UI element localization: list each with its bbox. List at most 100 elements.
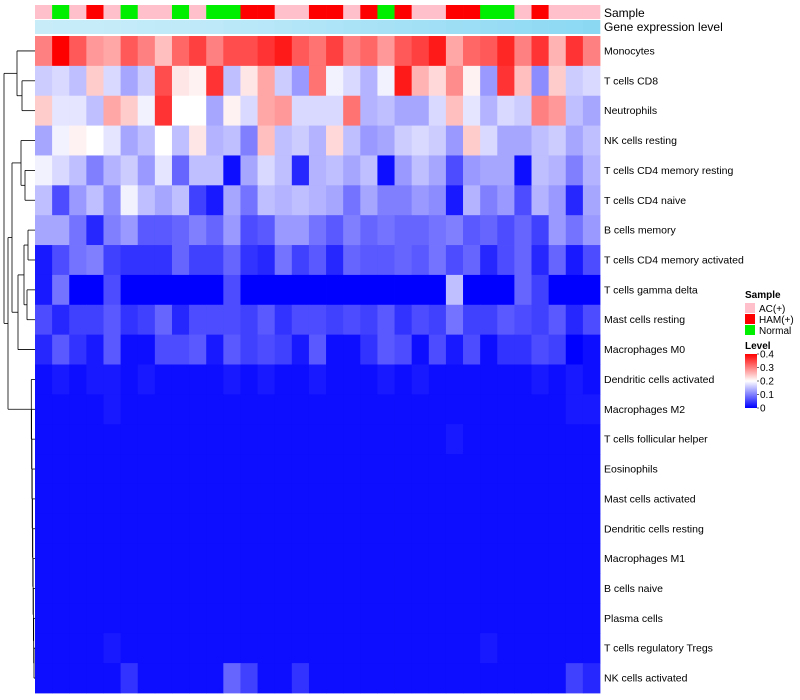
heatmap-cell (360, 543, 378, 574)
heatmap-cell (69, 245, 87, 276)
heatmap-cell (120, 274, 139, 306)
heatmap-cell (35, 603, 53, 634)
heatmap-cell (480, 633, 498, 664)
heatmap-cell (531, 274, 550, 306)
heatmap-cell (120, 95, 139, 126)
heatmap-cell (480, 274, 498, 306)
heatmap-cell (497, 663, 515, 694)
heatmap-cell (343, 394, 361, 425)
heatmap-cell (52, 663, 70, 694)
gene-expression-cell (103, 20, 121, 34)
heatmap-cell (257, 155, 276, 186)
heatmap-cell (445, 424, 464, 455)
heatmap-cell (223, 65, 241, 97)
heatmap-cell (291, 155, 310, 186)
heatmap-cell (137, 155, 156, 186)
heatmap-cell (326, 663, 344, 694)
heatmap-cell (343, 364, 361, 395)
heatmap-cell (120, 155, 139, 186)
heatmap-cell (154, 95, 173, 126)
row-label: T cells follicular helper (604, 434, 708, 446)
heatmap-cell (223, 185, 241, 216)
sample-legend-label: HAM(+) (759, 315, 794, 326)
heatmap-cell (582, 274, 601, 306)
gene-expression-cell (137, 20, 156, 34)
heatmap-cell (548, 274, 567, 306)
heatmap-cell (463, 663, 481, 694)
heatmap-cell (548, 424, 567, 455)
heatmap-cell (394, 394, 413, 425)
heatmap-cell (240, 245, 258, 276)
heatmap-cell (35, 245, 53, 276)
heatmap-cell (497, 394, 515, 425)
heatmap-cell (291, 573, 310, 604)
sample-annotation-cell (463, 5, 481, 19)
heatmap-cell (582, 95, 601, 126)
heatmap-cell (480, 364, 498, 395)
heatmap-cell (308, 274, 327, 306)
sample-annotation-cell (137, 5, 156, 19)
heatmap-cell (343, 274, 361, 306)
heatmap-cell (86, 185, 104, 216)
heatmap-cell (428, 95, 447, 126)
heatmap-cell (531, 364, 550, 395)
heatmap-cell (497, 513, 515, 545)
heatmap-cell (428, 125, 447, 156)
heatmap-cell (171, 65, 190, 97)
row-label: Mast cells activated (604, 493, 696, 505)
heatmap-cell (428, 364, 447, 395)
gene-expression-cell (531, 20, 549, 34)
heatmap-cell (565, 185, 584, 216)
heatmap-cell (206, 663, 224, 694)
heatmap-cell (531, 603, 550, 634)
heatmap-cell (480, 36, 498, 67)
heatmap-cell (445, 543, 464, 574)
heatmap-cell (257, 274, 276, 306)
heatmap-cell (463, 513, 481, 545)
gene-expression-cell (223, 20, 241, 34)
heatmap-cell (565, 394, 584, 425)
row-label: T cells CD4 memory activated (604, 254, 744, 266)
heatmap-cell (582, 364, 601, 395)
heatmap-cell (497, 603, 515, 634)
heatmap-cell (360, 95, 378, 126)
sample-legend-swatch (745, 314, 755, 324)
heatmap-cell (514, 155, 532, 186)
heatmap-cell (428, 65, 447, 97)
heatmap-cell (86, 304, 104, 336)
heatmap-cell (428, 334, 447, 365)
heatmap-cell (35, 513, 53, 545)
gene-expression-cell (360, 20, 378, 34)
heatmap-cell (326, 394, 344, 425)
heatmap-cell (582, 334, 601, 365)
heatmap-cell (120, 483, 139, 515)
sample-annotation-cell (240, 5, 258, 19)
heatmap-cell (565, 334, 584, 365)
heatmap-cell (428, 36, 447, 67)
heatmap-cell (582, 65, 601, 97)
heatmap-cell (445, 603, 464, 634)
heatmap-cell (206, 185, 224, 216)
heatmap-cell (480, 245, 498, 276)
heatmap-cell (308, 36, 327, 67)
heatmap-cell (548, 513, 567, 545)
heatmap-cell (582, 633, 601, 664)
gene-expression-cell (171, 20, 190, 34)
heatmap-cell (154, 245, 173, 276)
sample-annotation-cell (326, 5, 344, 19)
heatmap-cell (463, 454, 481, 485)
heatmap-cell (189, 663, 207, 694)
heatmap-cell (565, 424, 584, 455)
heatmap-cell (411, 603, 430, 634)
heatmap-cell (480, 394, 498, 425)
heatmap-cell (548, 633, 567, 664)
heatmap-cell (531, 663, 550, 694)
heatmap-cell (171, 334, 190, 365)
heatmap-cell (548, 454, 567, 485)
heatmap-cell (137, 573, 156, 604)
heatmap-cell (257, 245, 276, 276)
heatmap-cell (137, 334, 156, 365)
heatmap-cell (120, 185, 139, 216)
sample-annotation-cell (548, 5, 567, 19)
heatmap-cell (291, 274, 310, 306)
